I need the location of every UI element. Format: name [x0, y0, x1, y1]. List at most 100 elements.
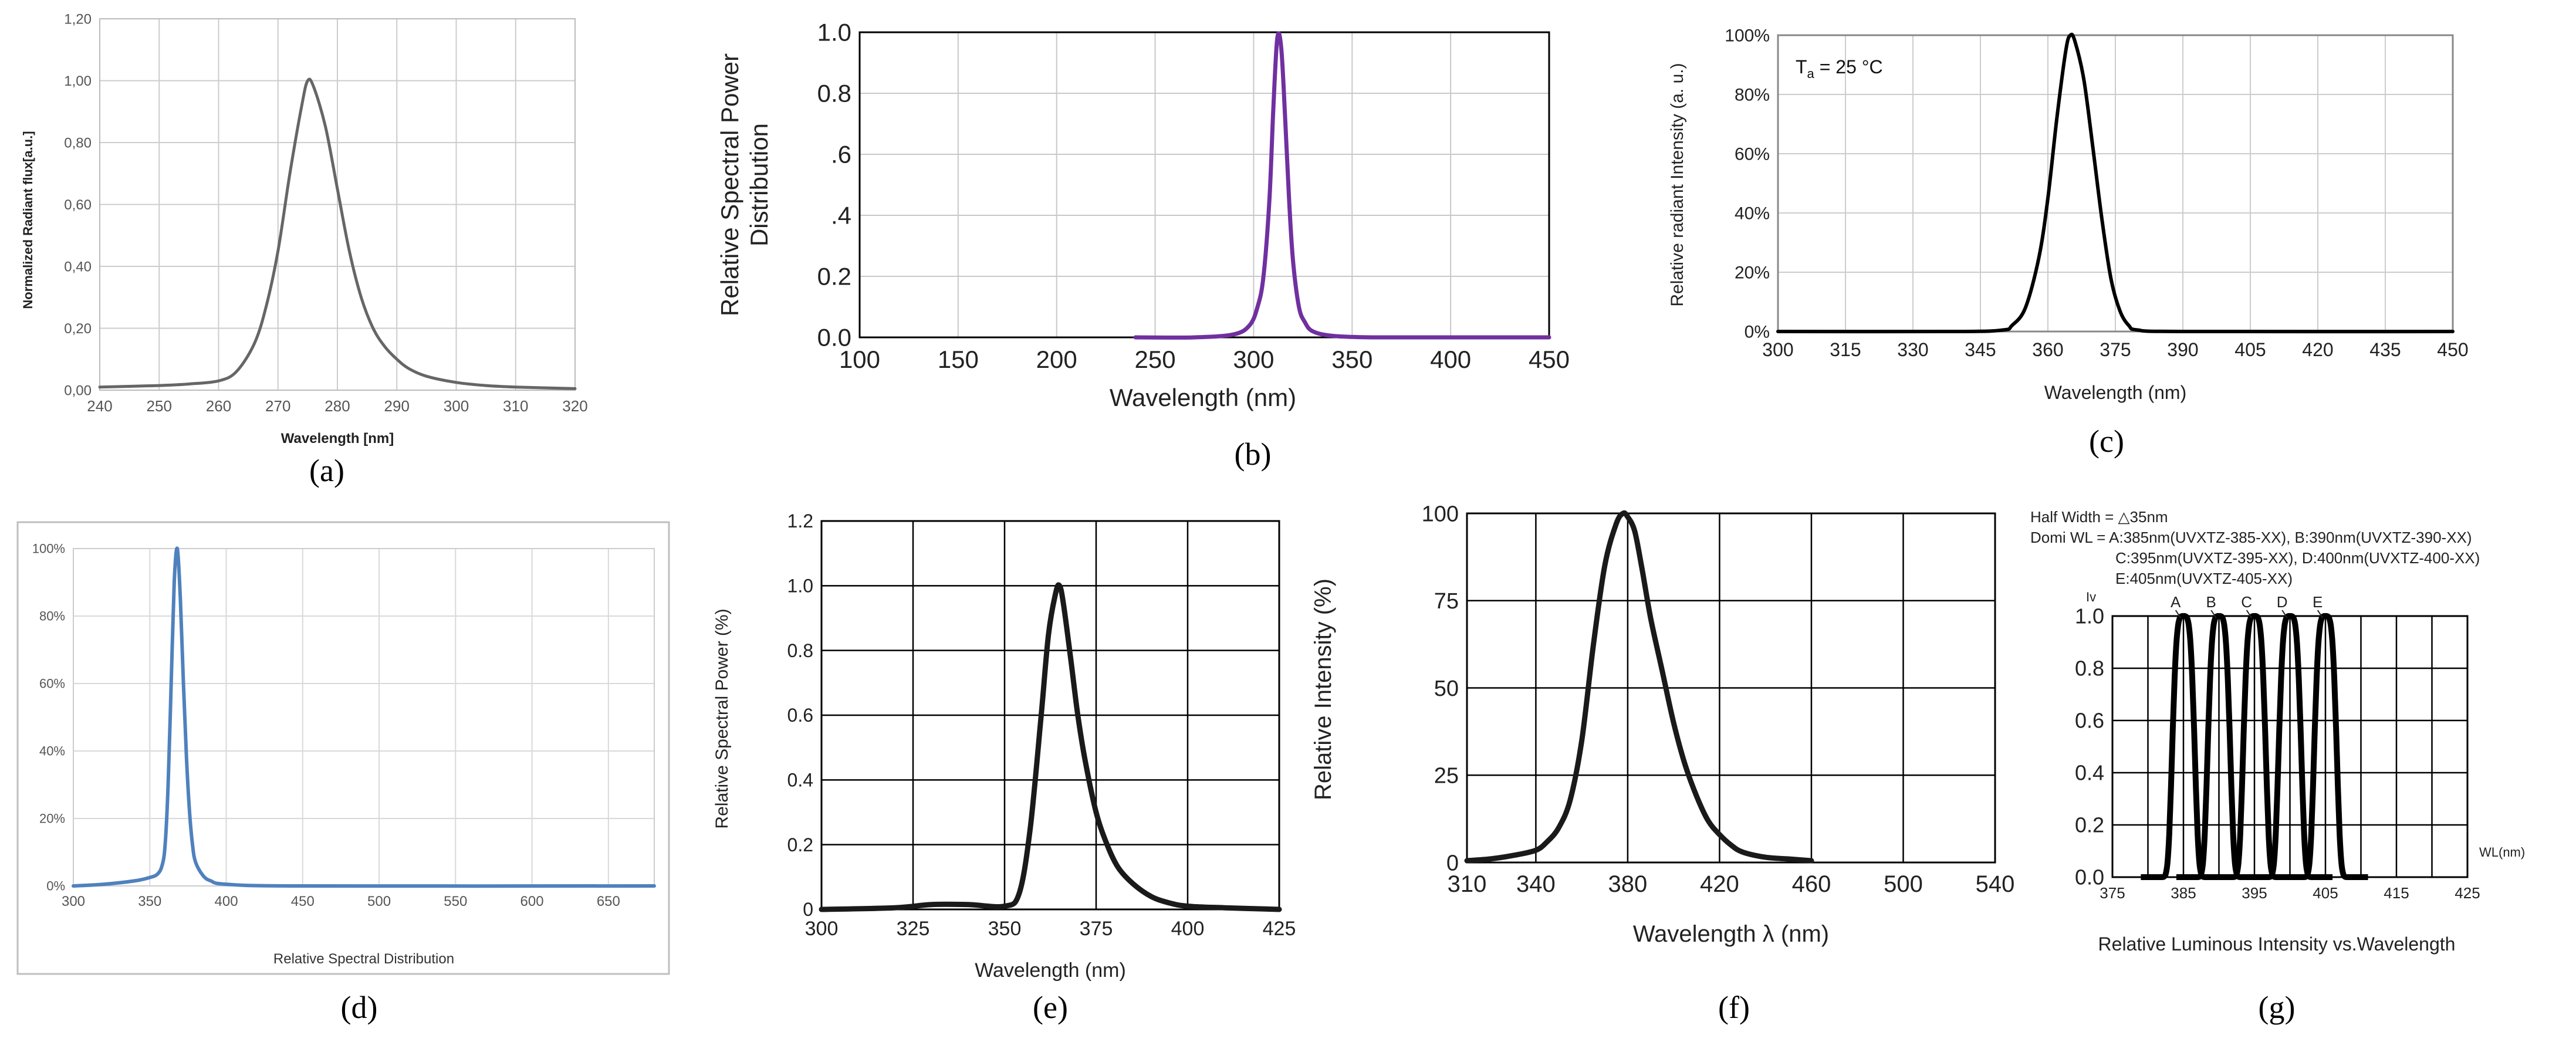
x-tick-label: 300 [444, 397, 469, 415]
y-tick-label: 1,00 [64, 73, 92, 89]
y-tick-label: 0% [46, 879, 65, 894]
panel-caption: (f) [1718, 990, 1750, 1025]
x-tick-label: 550 [444, 894, 467, 909]
x-tick-label: 270 [265, 397, 290, 415]
chart-panel-f: 310 340 380 420 460 500 540 0 25 50 75 100 Wavelengt… [1310, 502, 2014, 1025]
y-tick-label: 20% [39, 811, 65, 826]
y-tick-label: 1.0 [2075, 604, 2104, 628]
y-axis-label: Relative Intensity (%) [1310, 578, 1336, 800]
x-tick-label: 350 [988, 918, 1022, 940]
series-line [1133, 31, 1551, 340]
header-domi-wl: Domi WL = A:385nm(UVXTZ-385-XX), B:390nm… [2030, 529, 2472, 546]
x-tick-label: 200 [1036, 346, 1077, 373]
y-tick-label: 0 [1446, 851, 1459, 875]
y-tick-label: 0 [803, 899, 813, 920]
plot-border [858, 31, 1550, 339]
x-tick-label: 375 [2100, 884, 2125, 902]
x-tick-label: 460 [1792, 871, 1831, 897]
series-line-B [2175, 613, 2263, 881]
x-tick-label: 415 [2384, 884, 2409, 902]
y-tick-label: 0,40 [64, 259, 92, 275]
y-tick-label: 0,60 [64, 197, 92, 213]
annotation-t: T [1796, 56, 1807, 77]
x-tick-label: 450 [1529, 346, 1570, 373]
x-tick-label: 400 [215, 894, 238, 909]
y-tick-label: 100 [1422, 502, 1459, 526]
x-tick-label: 315 [1830, 339, 1861, 360]
y-axis-label-line2: Distribution [745, 123, 773, 246]
annotation-value: = 25 °C [1814, 56, 1883, 77]
series-label-A: A [2171, 593, 2181, 611]
x-tick-label: 405 [2234, 339, 2266, 360]
y-tick-label: 0.2 [817, 263, 851, 290]
y-tick-label: 0.4 [2075, 761, 2104, 785]
x-tick-label: 395 [2242, 884, 2267, 902]
x-tick-label: 425 [2455, 884, 2480, 902]
header-domi-wl-e: E:405nm(UVXTZ-405-XX) [2115, 570, 2293, 587]
y-tick-label: 0.8 [787, 640, 813, 661]
y-axis-label: Normalized Radiant flux[a.u.] [21, 131, 35, 309]
x-tick-label: 100 [839, 346, 880, 373]
series-label-leader [2281, 610, 2288, 618]
x-tick-label: 500 [367, 894, 391, 909]
series-label-E: E [2313, 593, 2323, 611]
x-tick-label: 310 [1448, 871, 1487, 897]
x-tick-label: 150 [938, 346, 979, 373]
y-tick-label: 40% [1735, 204, 1770, 224]
series-label-leader [2175, 610, 2181, 618]
x-tick-label: 330 [1897, 339, 1928, 360]
x-tick-label: 385 [2171, 884, 2196, 902]
y-axis-label: Relative Spectral PowerDistribution [716, 53, 773, 316]
y-axis-label: Relative radiant Intensity (a. u.) [1668, 63, 1687, 306]
panel-caption: (g) [2259, 990, 2296, 1025]
panel-caption: (e) [1033, 990, 1068, 1025]
y-tick-label: 0.8 [2075, 657, 2104, 681]
panel-caption: (c) [2089, 424, 2124, 459]
series-line-C [2210, 613, 2298, 881]
y-tick-label: 50 [1434, 676, 1459, 701]
x-axis-label: WL(nm) [2479, 845, 2525, 860]
y-tick-label: 100% [32, 542, 65, 556]
x-tick-label: 390 [2167, 339, 2198, 360]
chart-panel-c: 300 315 330 345 360 375 390 405 420 435 450 0% 20% 40… [1668, 26, 2469, 459]
x-axis-label: Wavelength (nm) [2044, 382, 2186, 403]
y-tick-label: 0% [1745, 323, 1770, 342]
x-tick-label: 375 [2100, 339, 2131, 360]
x-tick-label: 420 [2302, 339, 2333, 360]
plot-border [73, 548, 655, 887]
y-tick-label: 100% [1725, 26, 1770, 46]
series-line-D [2246, 613, 2334, 881]
x-tick-label: 420 [1700, 871, 1739, 897]
series-label-C: C [2241, 593, 2252, 611]
x-tick-label: 405 [2313, 884, 2338, 902]
series-line [98, 77, 577, 390]
x-tick-label: 250 [147, 397, 172, 415]
plot-border [1777, 34, 2454, 333]
panel-caption: (d) [341, 990, 378, 1025]
x-tick-label: 340 [1516, 871, 1556, 897]
chart-panel-b: 100 150 200 250 300 350 400 450 0.0 0.2 .4 .6 0.8 1.0… [716, 19, 1570, 472]
panel-caption: (a) [309, 453, 344, 488]
y-axis-label-line1: Relative Spectral Power [716, 53, 743, 316]
y-tick-label: .4 [831, 202, 851, 229]
x-tick-label: 400 [1171, 918, 1205, 940]
panel-caption: (b) [1235, 437, 1272, 472]
series-line [72, 546, 656, 888]
x-tick-label: 240 [87, 397, 112, 415]
x-tick-label: 435 [2369, 339, 2401, 360]
annotation-sub: a [1807, 66, 1815, 81]
x-tick-label: 425 [1263, 918, 1296, 940]
x-tick-label: 310 [503, 397, 528, 415]
chart-panel-d: 300 350 400 450 500 550 600 650 0% 20% 40% 60% 80% 10… [16, 521, 670, 1025]
y-tick-label: 0.0 [2075, 865, 2104, 889]
x-axis-label: Wavelength (nm) [1110, 384, 1296, 411]
x-tick-label: 360 [2032, 339, 2063, 360]
y-tick-label: 60% [39, 676, 65, 691]
x-tick-label: 400 [1430, 346, 1471, 373]
y-axis-label: Relative Spectral Power (%) [712, 608, 732, 828]
y-tick-label: 0,20 [64, 321, 92, 337]
y-tick-label: 25 [1434, 764, 1459, 789]
y-tick-label: 0.2 [787, 834, 813, 855]
chart-panel-g: 375 385 395 405 415 425 0.0 0.2 0.4 0.6 0.8 1.0 Half… [2030, 508, 2525, 1025]
y-tick-label: 80% [1735, 86, 1770, 105]
